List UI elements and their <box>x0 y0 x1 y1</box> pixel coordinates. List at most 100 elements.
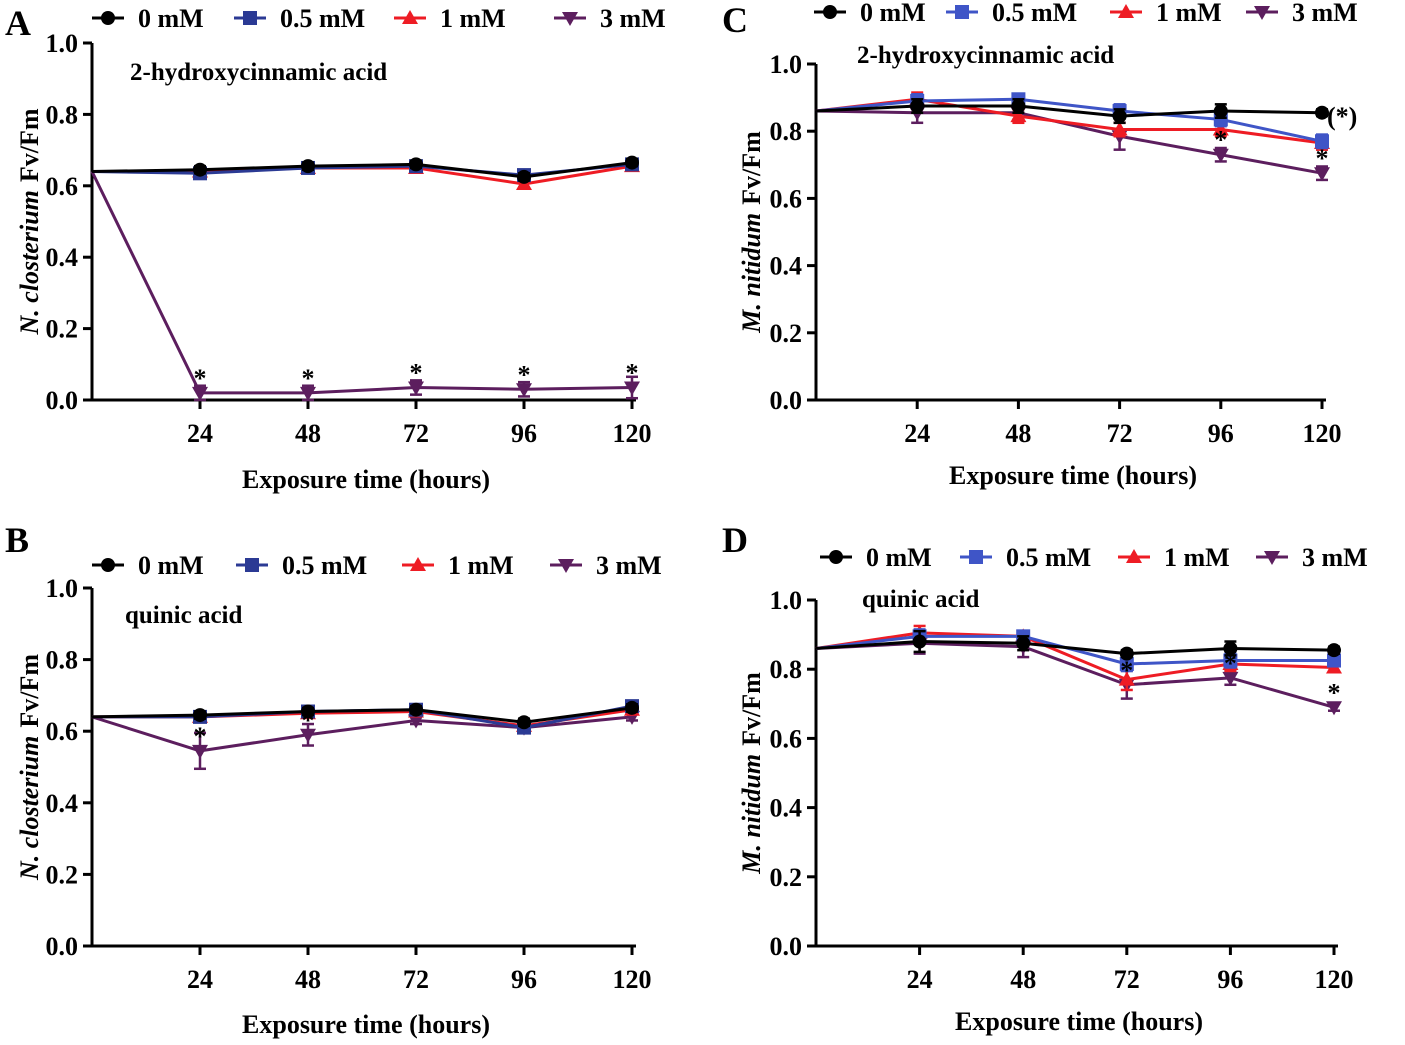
data-point <box>516 383 532 398</box>
legend-item: 3 mM <box>554 4 666 33</box>
legend-marker <box>243 11 257 25</box>
series-line <box>815 104 1323 118</box>
compound-annotation: 2-hydroxycinnamic acid <box>130 59 387 86</box>
panel-letter: D <box>722 520 748 560</box>
y-axis-label-species: M. nitidum <box>737 754 766 875</box>
y-tick-label: 0.2 <box>770 863 803 892</box>
series-3mMmM <box>90 170 640 402</box>
y-tick-label: 0.0 <box>46 932 79 961</box>
significance-mark: * <box>194 722 207 751</box>
x-tick-label: 120 <box>613 965 652 994</box>
series-line <box>815 641 1335 709</box>
data-point <box>625 155 639 170</box>
legend-label: 1 mM <box>440 4 506 33</box>
significance-mark: * <box>1224 649 1237 678</box>
series-line <box>815 634 1334 666</box>
x-tick-label: 96 <box>511 965 537 994</box>
y-tick-label: 0.8 <box>770 117 803 146</box>
significance-mark: * <box>1214 101 1227 130</box>
data-point <box>301 704 315 719</box>
significance-mark: * <box>1120 656 1133 685</box>
legend-label: 3 mM <box>1292 0 1358 27</box>
data-point <box>408 381 424 396</box>
series-1mMmM <box>815 91 1330 151</box>
legend-item: 0.5 mM <box>960 543 1091 572</box>
x-tick-label: 48 <box>1010 965 1036 994</box>
x-tick-label: 48 <box>1005 419 1031 448</box>
series-line <box>91 706 633 724</box>
y-tick-label: 0.6 <box>770 724 803 753</box>
legend-marker <box>829 550 843 564</box>
legend-label: 0 mM <box>138 551 204 580</box>
legend-marker <box>955 5 969 19</box>
y-tick-label: 0.4 <box>46 789 79 818</box>
data-point <box>912 634 927 649</box>
significance-mark: * <box>194 364 207 393</box>
data-point <box>1119 657 1134 672</box>
x-tick-label: 48 <box>295 965 321 994</box>
series-0mMmM <box>91 700 639 730</box>
legend-label: 1 mM <box>1156 0 1222 27</box>
series-0mMmM <box>815 629 1341 661</box>
legend-marker <box>101 11 115 25</box>
legend-label: 0.5 mM <box>1006 543 1091 572</box>
data-point <box>1111 121 1128 136</box>
legend-item: 0 mM <box>820 543 932 572</box>
y-axis-label: N. closterium Fv/Fm <box>15 654 44 881</box>
data-point <box>517 715 531 730</box>
y-tick-label: 0.6 <box>46 717 79 746</box>
series-line <box>90 170 633 395</box>
data-point <box>517 169 531 184</box>
x-tick-label: 24 <box>904 419 930 448</box>
y-axis-label-species: M. nitidum <box>737 213 766 334</box>
data-point <box>193 708 207 723</box>
y-tick-label: 1.0 <box>770 50 803 79</box>
compound-annotation: 2-hydroxycinnamic acid <box>857 42 1114 69</box>
data-point <box>192 744 208 759</box>
legend-marker <box>562 12 578 26</box>
legend-item: 1 mM <box>394 4 506 33</box>
data-point <box>625 700 639 715</box>
data-point <box>192 386 208 401</box>
data-point <box>1315 134 1329 149</box>
series-line <box>91 161 633 179</box>
data-point <box>409 702 423 717</box>
data-point <box>1011 99 1026 113</box>
legend-item: 0 mM <box>814 0 926 27</box>
y-tick-label: 0.0 <box>770 932 803 961</box>
legend-item: 1 mM <box>1110 0 1222 27</box>
legend-item: 1 mM <box>1118 543 1230 572</box>
data-point <box>1119 646 1134 661</box>
legend-marker <box>823 5 837 19</box>
panel-a: A 0.0 0.2 0.4 0.6 0.8 1.0 24 48 72 96 120 Exposure t… <box>5 3 666 494</box>
data-point <box>300 728 316 743</box>
series-0mMmM <box>91 155 639 184</box>
data-point <box>1010 108 1027 123</box>
x-axis-label: Exposure time (hours) <box>242 465 490 494</box>
legend-item: 0 mM <box>92 551 204 580</box>
series-line <box>815 97 1323 143</box>
data-point <box>1118 671 1135 686</box>
x-axis-label: Exposure time (hours) <box>955 1007 1203 1036</box>
series-line <box>815 640 1335 656</box>
x-tick-label: 24 <box>187 419 213 448</box>
x-axis-label: Exposure time (hours) <box>242 1010 490 1039</box>
data-point <box>1212 121 1229 136</box>
y-axis-label: M. nitidum Fv/Fm <box>737 672 766 875</box>
x-tick-label: 72 <box>403 965 429 994</box>
x-tick-label: 96 <box>511 419 537 448</box>
y-tick-label: 0.2 <box>770 319 803 348</box>
x-tick-label: 24 <box>907 965 933 994</box>
legend-label: 0 mM <box>866 543 932 572</box>
legend-label: 0 mM <box>860 0 926 27</box>
y-axis-label-species: N. closterium <box>15 190 44 335</box>
legend-label: 0.5 mM <box>992 0 1077 27</box>
legend-label: 0.5 mM <box>280 4 365 33</box>
series-3mMmM <box>815 631 1342 716</box>
data-point <box>1327 643 1341 658</box>
y-tick-label: 1.0 <box>770 586 803 615</box>
x-tick-label: 72 <box>1114 965 1140 994</box>
y-tick-label: 0.8 <box>770 655 803 684</box>
data-point <box>1112 109 1127 124</box>
y-axis-label-quantity: Fv/Fm <box>737 672 766 746</box>
